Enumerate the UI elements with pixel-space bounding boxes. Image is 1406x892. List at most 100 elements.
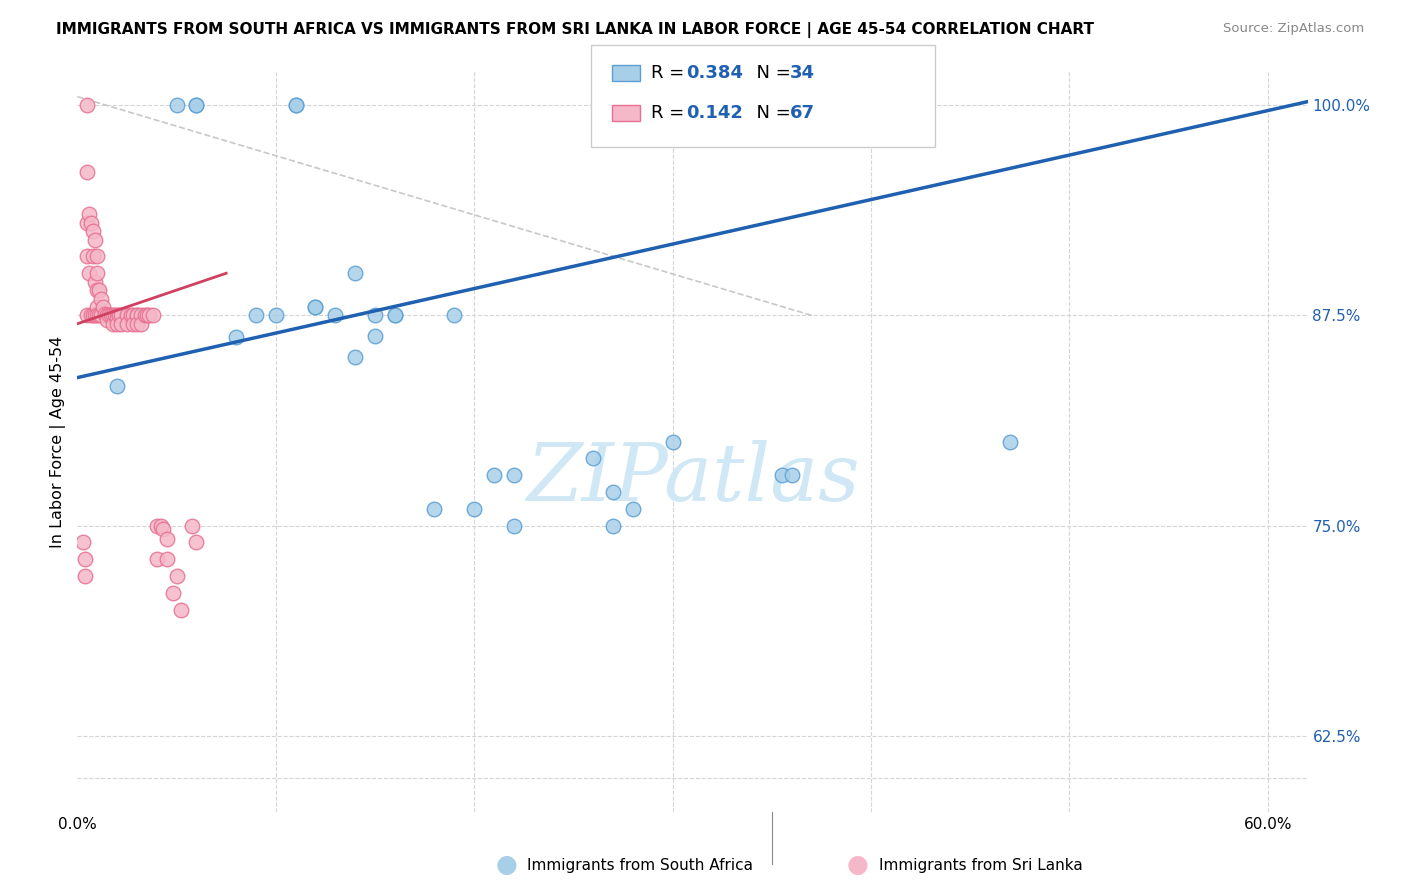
Point xyxy=(264,309,287,323)
Point xyxy=(115,309,138,323)
Point xyxy=(82,309,104,323)
Point xyxy=(166,98,188,112)
Point xyxy=(96,313,118,327)
Point xyxy=(770,468,793,483)
Point xyxy=(77,266,100,280)
Point xyxy=(145,552,167,566)
Point xyxy=(284,98,307,112)
Point xyxy=(72,535,94,549)
Point xyxy=(149,518,172,533)
Point xyxy=(602,485,624,500)
Point xyxy=(166,569,188,583)
Point xyxy=(443,309,465,323)
Point xyxy=(120,309,142,323)
Point xyxy=(502,468,524,483)
Point xyxy=(125,309,148,323)
Point xyxy=(90,309,112,323)
Point xyxy=(135,309,157,323)
Point xyxy=(101,309,124,323)
Text: 67: 67 xyxy=(790,104,815,122)
Point xyxy=(463,501,485,516)
Point xyxy=(105,309,128,323)
Text: Immigrants from Sri Lanka: Immigrants from Sri Lanka xyxy=(879,858,1083,872)
Point xyxy=(998,434,1021,449)
Point xyxy=(75,569,97,583)
Point xyxy=(80,309,103,323)
Point xyxy=(364,328,387,343)
Point xyxy=(156,552,179,566)
Point xyxy=(77,207,100,221)
Point xyxy=(108,309,131,323)
Text: R =: R = xyxy=(651,64,690,82)
Point xyxy=(76,309,98,323)
Point xyxy=(152,522,174,536)
Point xyxy=(96,309,118,323)
Point xyxy=(344,266,367,280)
Point xyxy=(323,309,346,323)
Point xyxy=(105,311,128,326)
Text: 0.384: 0.384 xyxy=(686,64,744,82)
Point xyxy=(76,165,98,179)
Point xyxy=(76,249,98,263)
Point xyxy=(89,309,111,323)
Text: ●: ● xyxy=(495,854,517,877)
Point xyxy=(162,586,184,600)
Point xyxy=(122,309,145,323)
Point xyxy=(101,317,124,331)
Point xyxy=(80,216,103,230)
Point xyxy=(94,307,117,321)
Point xyxy=(100,309,122,323)
Point xyxy=(142,309,165,323)
Point xyxy=(344,351,367,365)
Point xyxy=(90,292,112,306)
Point xyxy=(110,309,132,323)
Text: 0.142: 0.142 xyxy=(686,104,742,122)
Point xyxy=(75,552,97,566)
Point xyxy=(186,98,208,112)
Point xyxy=(134,309,156,323)
Point xyxy=(502,518,524,533)
Point xyxy=(105,379,128,393)
Point xyxy=(89,283,111,297)
Point xyxy=(780,468,803,483)
Point xyxy=(129,309,152,323)
Point xyxy=(621,501,644,516)
Point xyxy=(186,98,208,112)
Point xyxy=(110,317,132,331)
Point xyxy=(181,518,204,533)
Point xyxy=(82,249,104,263)
Point xyxy=(582,451,605,466)
Point xyxy=(304,300,326,314)
Point xyxy=(86,283,108,297)
Y-axis label: In Labor Force | Age 45-54: In Labor Force | Age 45-54 xyxy=(51,335,66,548)
Point xyxy=(76,216,98,230)
Point xyxy=(661,434,683,449)
Point xyxy=(482,468,505,483)
Text: 34: 34 xyxy=(790,64,815,82)
Text: R =: R = xyxy=(651,104,690,122)
Point xyxy=(86,249,108,263)
Text: ●: ● xyxy=(846,854,869,877)
Point xyxy=(602,518,624,533)
Point xyxy=(125,309,148,323)
Point xyxy=(96,309,118,323)
Point xyxy=(364,309,387,323)
Point xyxy=(76,98,98,112)
Point xyxy=(91,300,114,314)
Point xyxy=(86,309,108,323)
Point xyxy=(225,330,247,344)
Point xyxy=(84,233,107,247)
Point xyxy=(145,518,167,533)
Point xyxy=(125,317,148,331)
Point xyxy=(115,317,138,331)
Point xyxy=(86,300,108,314)
Point xyxy=(104,309,127,323)
Text: Immigrants from South Africa: Immigrants from South Africa xyxy=(527,858,754,872)
Point xyxy=(86,266,108,280)
Point xyxy=(284,98,307,112)
Text: N =: N = xyxy=(745,64,797,82)
Text: IMMIGRANTS FROM SOUTH AFRICA VS IMMIGRANTS FROM SRI LANKA IN LABOR FORCE | AGE 4: IMMIGRANTS FROM SOUTH AFRICA VS IMMIGRAN… xyxy=(56,22,1094,38)
Point xyxy=(384,309,406,323)
Point xyxy=(82,224,104,238)
Point xyxy=(129,317,152,331)
